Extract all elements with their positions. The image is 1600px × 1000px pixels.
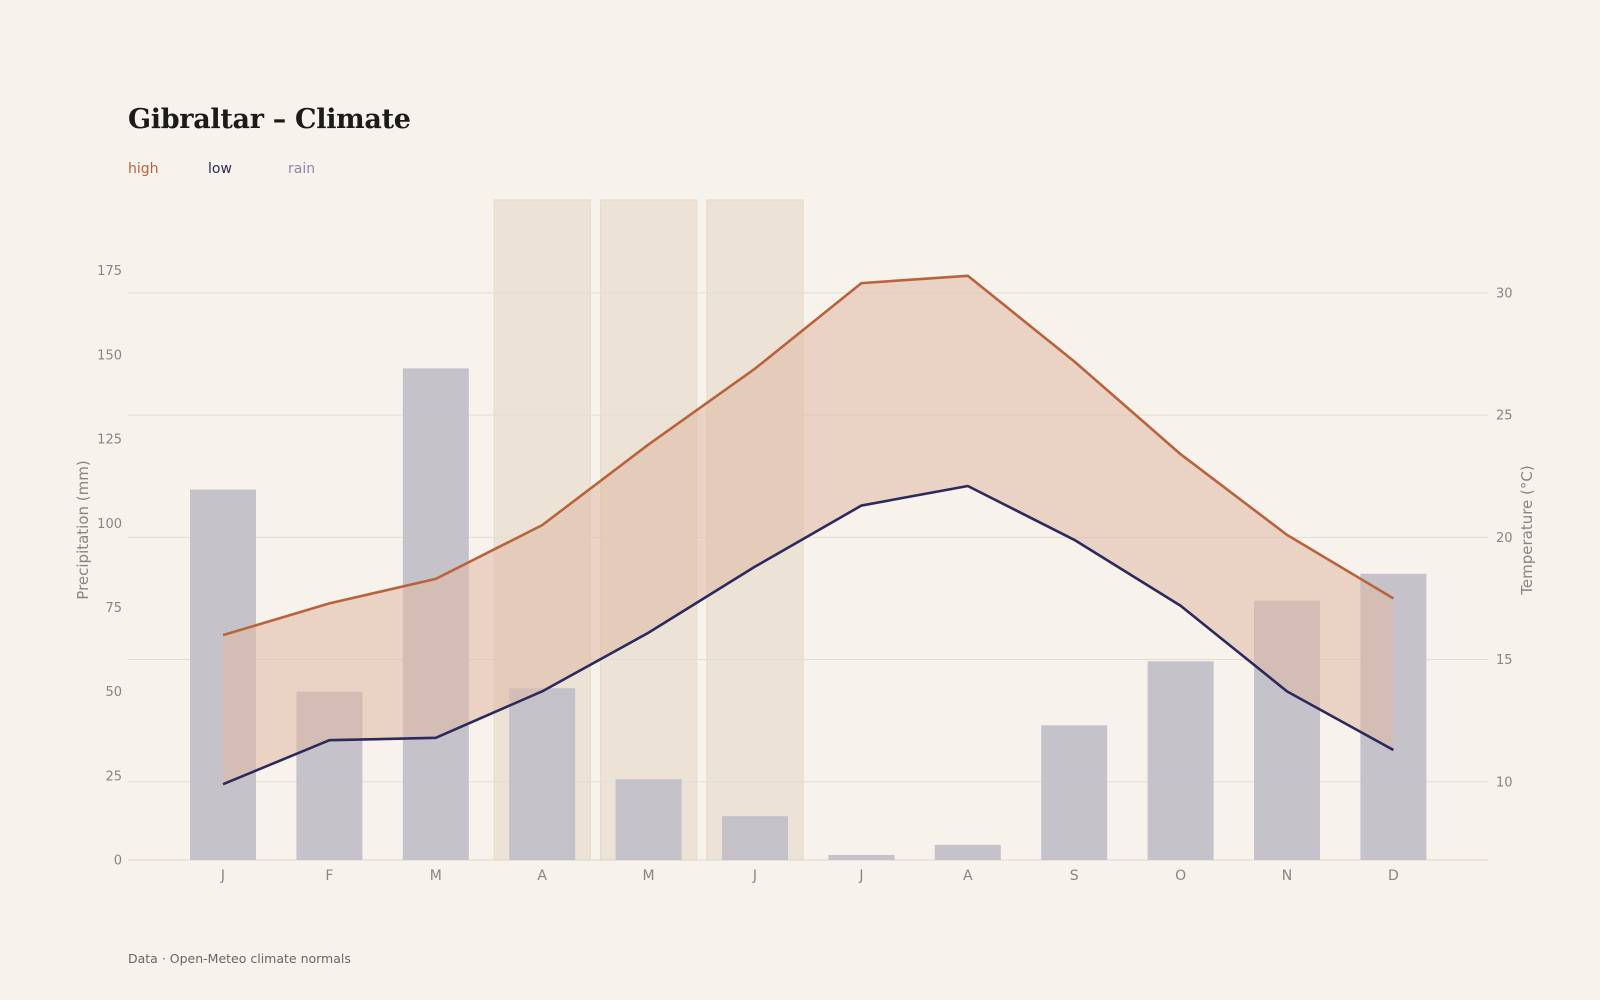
bar-rain — [722, 816, 788, 860]
y-tick-left: 100 — [97, 517, 122, 532]
y-axis-label-left: Precipitation (mm) — [74, 460, 92, 599]
y-tick-left: 175 — [97, 264, 122, 279]
y-tick-right: 25 — [1496, 409, 1513, 424]
y-axis-label-right: Temperature (°C) — [1518, 465, 1536, 595]
y-tick-right: 30 — [1496, 286, 1513, 301]
y-tick-left: 25 — [105, 769, 122, 784]
x-tick-label: O — [1175, 868, 1186, 884]
bar-rain — [828, 854, 895, 860]
y-tick-left: 0 — [114, 854, 122, 869]
y-tick-left: 150 — [97, 348, 122, 363]
x-tick-label: J — [752, 868, 757, 884]
legend-item-low: low — [208, 161, 232, 177]
y-tick-right: 20 — [1496, 531, 1513, 546]
y-tick-right: 15 — [1496, 653, 1513, 668]
bar-rain — [509, 688, 576, 860]
legend-item-high: high — [128, 161, 159, 177]
temperature-range-band — [223, 275, 1394, 785]
y-tick-left: 125 — [97, 433, 122, 448]
x-tick-label: M — [643, 868, 655, 884]
x-tick-label: A — [537, 868, 547, 884]
x-tick-label: S — [1070, 868, 1079, 884]
chart-title: Gibraltar – Climate — [128, 104, 411, 135]
x-tick-label: D — [1388, 868, 1399, 884]
x-tick-label: M — [430, 868, 442, 884]
bar-rain — [1147, 661, 1214, 860]
line-high — [222, 274, 1395, 637]
y-tick-left: 50 — [105, 685, 122, 700]
x-tick-label: F — [325, 868, 333, 884]
legend-item-rain: rain — [288, 161, 316, 177]
y-tick-left: 75 — [105, 601, 122, 616]
bar-rain — [1041, 725, 1108, 860]
x-tick-label: J — [858, 868, 863, 884]
source-note: Data · Open-Meteo climate normals — [128, 951, 351, 966]
bar-rain — [615, 779, 682, 860]
x-tick-label: N — [1282, 868, 1292, 884]
x-tick-label: A — [963, 868, 973, 884]
bar-rain — [934, 844, 1001, 860]
line-low — [222, 484, 1395, 786]
y-tick-right: 10 — [1496, 775, 1513, 790]
x-tick-label: J — [220, 868, 225, 884]
